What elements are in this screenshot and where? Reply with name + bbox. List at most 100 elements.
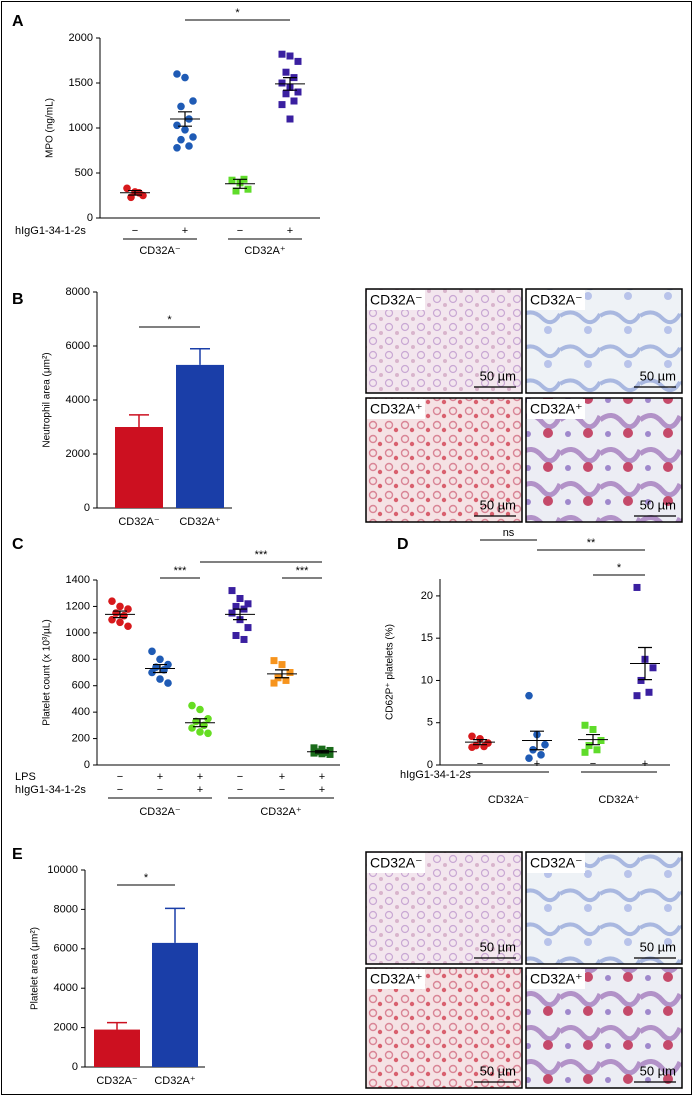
error-bar <box>586 733 600 746</box>
row-value: + <box>319 784 325 796</box>
error-bar <box>283 77 297 91</box>
data-point <box>177 102 185 111</box>
group-label: CD32A⁺ <box>244 245 285 257</box>
data-point <box>228 587 236 595</box>
data-point <box>164 679 172 687</box>
data-point <box>192 717 200 726</box>
data-point <box>116 602 124 611</box>
significance-label: ** <box>587 537 596 549</box>
data-point <box>468 732 476 741</box>
y-tick-label: 600 <box>72 680 90 692</box>
y-tick-label: 20 <box>421 590 433 602</box>
row-value: + <box>157 771 163 783</box>
data-point <box>156 675 164 683</box>
data-point <box>310 749 318 757</box>
data-point <box>188 701 196 710</box>
data-point <box>244 185 252 193</box>
row-value: − <box>279 784 285 796</box>
error-bar <box>193 718 207 728</box>
y-axis-title: Platelet area (μm²) <box>30 927 41 1010</box>
y-tick-label: 0 <box>84 759 90 771</box>
data-point <box>480 742 488 751</box>
data-point <box>196 705 204 714</box>
y-tick-label: 8000 <box>54 903 78 915</box>
error-bar <box>129 414 149 427</box>
significance-label: * <box>167 314 172 326</box>
data-point <box>177 135 185 144</box>
group-label: CD32A⁻ <box>139 806 180 818</box>
scale-label: 50 µm <box>480 939 516 954</box>
row-value: − <box>590 758 596 770</box>
data-point <box>173 144 181 152</box>
panel-label: A <box>12 13 24 30</box>
data-point <box>270 679 278 687</box>
significance-label: ns <box>503 527 515 539</box>
error-bar <box>107 1021 127 1030</box>
x-tick-label: CD32A⁻ <box>96 1075 137 1087</box>
error-bar <box>275 669 289 679</box>
data-point <box>124 622 132 631</box>
data-point <box>278 661 286 669</box>
data-point <box>649 664 657 672</box>
data-point <box>633 583 641 591</box>
label-background <box>527 969 585 989</box>
row-label: hIgG1-34-1-2s <box>15 784 86 796</box>
data-point <box>232 632 240 639</box>
data-point <box>318 745 326 753</box>
scale-label: 50 µm <box>640 368 676 383</box>
row-value: − <box>477 758 483 770</box>
data-point <box>232 602 240 610</box>
error-bar <box>113 610 127 619</box>
data-point <box>282 90 290 98</box>
data-point <box>164 660 172 669</box>
y-axis-title: CD62P⁺ platelets (%) <box>385 624 396 720</box>
label-background <box>367 399 425 419</box>
row-value: − <box>237 784 243 796</box>
data-point <box>537 751 545 759</box>
y-tick-label: 0 <box>84 502 90 514</box>
row-label: LPS <box>15 771 36 783</box>
scale-label: 50 µm <box>640 939 676 954</box>
row-label: hIgG1-34-1-2s <box>400 769 471 781</box>
y-axis-title: Neutrophil area (μm²) <box>42 352 53 447</box>
data-point <box>108 597 116 605</box>
bar <box>152 942 198 1067</box>
data-point <box>633 692 641 700</box>
y-tick-label: 0 <box>87 212 93 224</box>
y-tick-label: 15 <box>421 632 433 644</box>
row-value: + <box>197 771 203 783</box>
error-bar <box>530 730 544 751</box>
data-point <box>476 734 484 743</box>
data-point <box>244 624 252 632</box>
row-label: hIgG1-34-1-2s <box>15 225 86 237</box>
data-point <box>282 676 290 684</box>
y-tick-label: 1400 <box>66 574 90 586</box>
scale-label: 50 µm <box>640 1063 676 1078</box>
data-point <box>196 728 204 736</box>
data-point <box>597 736 605 744</box>
data-point <box>282 68 290 76</box>
data-point <box>188 724 196 732</box>
y-tick-label: 1000 <box>69 122 93 134</box>
x-tick-label: CD32A⁺ <box>154 1075 195 1087</box>
y-tick-label: 8000 <box>66 286 90 298</box>
data-point <box>645 688 653 696</box>
row-value: − <box>117 771 123 783</box>
y-tick-label: 500 <box>75 167 93 179</box>
micrograph-label: CD32A⁻ <box>530 292 583 308</box>
row-value: − <box>157 784 163 796</box>
y-tick-label: 2000 <box>54 1022 78 1034</box>
significance-label: * <box>235 7 240 19</box>
y-tick-label: 800 <box>72 653 90 665</box>
data-point <box>525 691 533 700</box>
data-point <box>204 714 212 723</box>
row-value: + <box>182 225 188 237</box>
y-tick-label: 200 <box>72 732 90 744</box>
y-tick-label: 0 <box>72 1061 78 1073</box>
significance-label: * <box>144 872 149 884</box>
data-point <box>278 79 286 87</box>
micrograph-label: CD32A⁺ <box>370 401 423 417</box>
error-bar <box>178 111 192 127</box>
